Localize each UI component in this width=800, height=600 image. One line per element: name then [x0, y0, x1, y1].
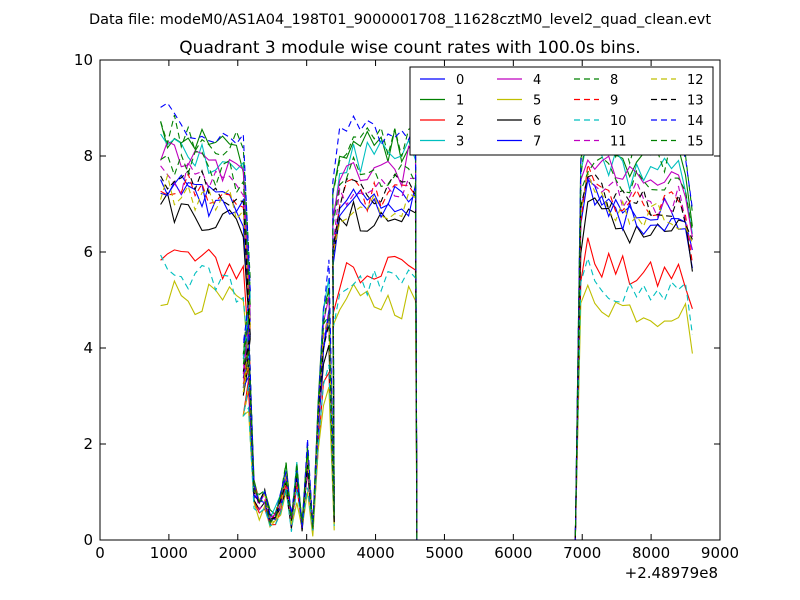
x-tick-label: 5000: [425, 544, 463, 562]
series-line-6: [160, 191, 693, 541]
legend-label-5: 5: [533, 94, 541, 109]
x-tick-label: 2000: [219, 544, 257, 562]
series-line-13: [160, 169, 693, 541]
series-line-14: [160, 97, 693, 541]
y-tick-label: 4: [83, 339, 93, 357]
series-line-11: [160, 160, 693, 541]
legend-label-11: 11: [610, 135, 627, 150]
legend-label-9: 9: [610, 94, 618, 109]
legend-label-6: 6: [533, 114, 541, 129]
axis-ticks: 0 1000 2000 3000 4000 5000 6000 7000 8000 9000 0 2 4…: [74, 51, 739, 562]
legend-label-4: 4: [533, 73, 541, 88]
y-tick-label: 10: [74, 51, 93, 69]
series-line-2: [160, 237, 693, 541]
x-tick-label: 7000: [563, 544, 601, 562]
series-lines: [160, 97, 693, 541]
y-tick-label: 6: [83, 243, 93, 261]
series-line-8: [160, 114, 693, 541]
series-line-5: [160, 279, 693, 541]
legend-label-1: 1: [456, 94, 464, 109]
legend-label-15: 15: [687, 135, 704, 150]
plot-frame: [99, 59, 721, 541]
x-tick-label: 3000: [288, 544, 326, 562]
legend-label-12: 12: [687, 73, 704, 88]
legend-label-0: 0: [456, 73, 464, 88]
series-line-7: [160, 178, 693, 541]
y-tick-label: 2: [83, 435, 93, 453]
legend-label-14: 14: [687, 114, 704, 129]
series-line-15: [160, 151, 693, 541]
legend-label-10: 10: [610, 114, 627, 129]
chart-title: Quadrant 3 module wise count rates with …: [179, 38, 640, 58]
x-tick-label: 6000: [494, 544, 532, 562]
x-offset-label: +2.48979e8: [625, 564, 718, 582]
series-line-1: [160, 121, 693, 541]
legend-label-13: 13: [687, 94, 704, 109]
series-line-3: [160, 133, 693, 541]
legend-label-2: 2: [456, 114, 464, 129]
x-tick-label: 9000: [701, 544, 739, 562]
x-tick-label: 0: [95, 544, 105, 562]
legend-label-7: 7: [533, 135, 541, 150]
x-tick-label: 4000: [356, 544, 394, 562]
x-tick-label: 1000: [150, 544, 188, 562]
y-tick-label: 8: [83, 147, 93, 165]
figure-suptitle: Data file: modeM0/AS1A04_198T01_90000017…: [89, 12, 711, 28]
legend-label-8: 8: [610, 73, 618, 88]
x-tick-label: 8000: [632, 544, 670, 562]
y-tick-label: 0: [83, 531, 93, 549]
legend-label-3: 3: [456, 135, 464, 150]
